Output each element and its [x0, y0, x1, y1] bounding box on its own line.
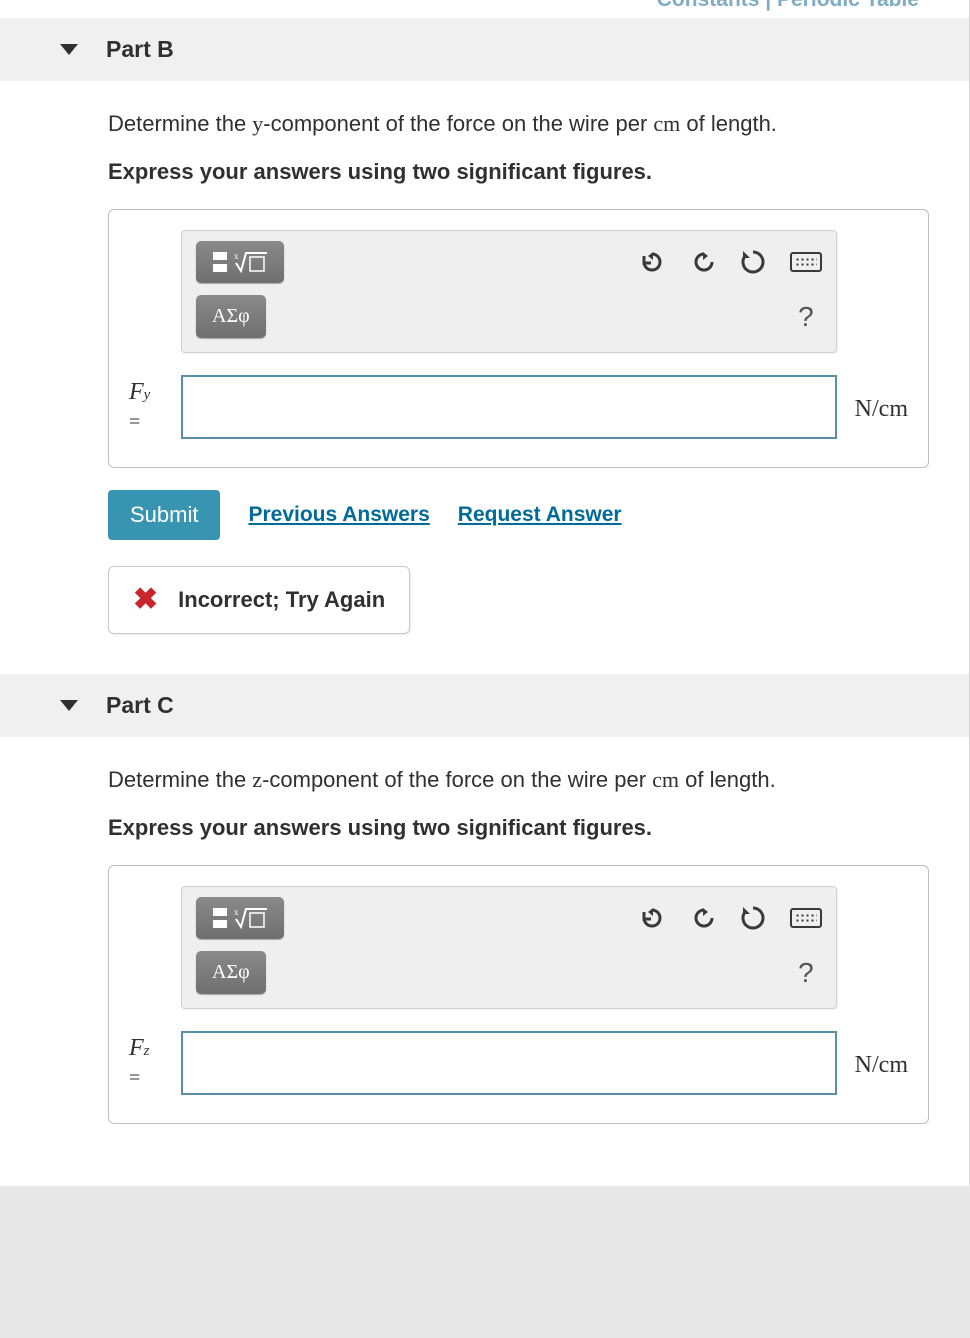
redo-icon[interactable]	[690, 906, 716, 930]
redo-icon[interactable]	[690, 250, 716, 274]
undo-icon[interactable]	[640, 906, 666, 930]
fraction-icon	[212, 907, 228, 929]
incorrect-icon: ✖	[133, 585, 158, 615]
help-button[interactable]: ?	[790, 957, 822, 989]
part-b-toolbar: x ΑΣφ ?	[181, 230, 837, 353]
top-resource-links: Constants | Periodic Table	[0, 0, 969, 18]
part-c-variable-label: Fz =	[129, 1035, 163, 1095]
part-b-variable-label: Fy =	[129, 379, 163, 439]
part-b-title: Part B	[106, 36, 174, 63]
reset-icon[interactable]	[740, 249, 766, 275]
feedback-text: Incorrect; Try Again	[178, 587, 385, 613]
templates-button[interactable]: x	[196, 241, 284, 283]
periodic-table-link[interactable]: Periodic Table	[777, 0, 919, 11]
keyboard-icon[interactable]	[790, 908, 822, 928]
part-b-unit-label: N/cm	[855, 396, 908, 439]
reset-icon[interactable]	[740, 905, 766, 931]
part-b-prompt: Determine the y-component of the force o…	[108, 111, 929, 137]
part-c-body: Determine the z-component of the force o…	[0, 767, 969, 1124]
part-c-header[interactable]: Part C	[0, 674, 969, 737]
part-b-header[interactable]: Part B	[0, 18, 969, 81]
svg-text:x: x	[234, 907, 239, 917]
chevron-down-icon	[60, 700, 78, 711]
part-c-toolbar: x ΑΣφ ?	[181, 886, 837, 1009]
templates-button[interactable]: x	[196, 897, 284, 939]
constants-link[interactable]: Constants	[657, 0, 760, 11]
part-c-unit-label: N/cm	[855, 1052, 908, 1095]
part-c-mid-column: x ΑΣφ ?	[181, 886, 837, 1095]
root-icon: x	[234, 251, 268, 273]
fraction-icon	[212, 251, 228, 273]
part-b-answer-panel: Fy = x	[108, 209, 929, 468]
part-c-instruction: Express your answers using two significa…	[108, 815, 929, 841]
request-answer-link[interactable]: Request Answer	[458, 503, 622, 527]
chevron-down-icon	[60, 44, 78, 55]
svg-text:x: x	[234, 251, 239, 261]
part-b-mid-column: x ΑΣφ ?	[181, 230, 837, 439]
root-icon: x	[234, 907, 268, 929]
part-b-answer-input[interactable]	[181, 375, 837, 439]
part-b-actions: Submit Previous Answers Request Answer	[108, 490, 929, 540]
part-c-answer-input[interactable]	[181, 1031, 837, 1095]
symbols-button[interactable]: ΑΣφ	[196, 951, 266, 994]
symbols-button[interactable]: ΑΣφ	[196, 295, 266, 338]
keyboard-icon[interactable]	[790, 252, 822, 272]
submit-button[interactable]: Submit	[108, 490, 220, 540]
part-c-prompt: Determine the z-component of the force o…	[108, 767, 929, 793]
page-container: Constants | Periodic Table Part B Determ…	[0, 0, 970, 1186]
part-c-answer-panel: Fz = x	[108, 865, 929, 1124]
part-b-feedback: ✖ Incorrect; Try Again	[108, 566, 410, 634]
help-button[interactable]: ?	[790, 301, 822, 333]
part-b-body: Determine the y-component of the force o…	[0, 111, 969, 674]
part-b-instruction: Express your answers using two significa…	[108, 159, 929, 185]
previous-answers-link[interactable]: Previous Answers	[248, 503, 429, 527]
part-c-title: Part C	[106, 692, 174, 719]
undo-icon[interactable]	[640, 250, 666, 274]
